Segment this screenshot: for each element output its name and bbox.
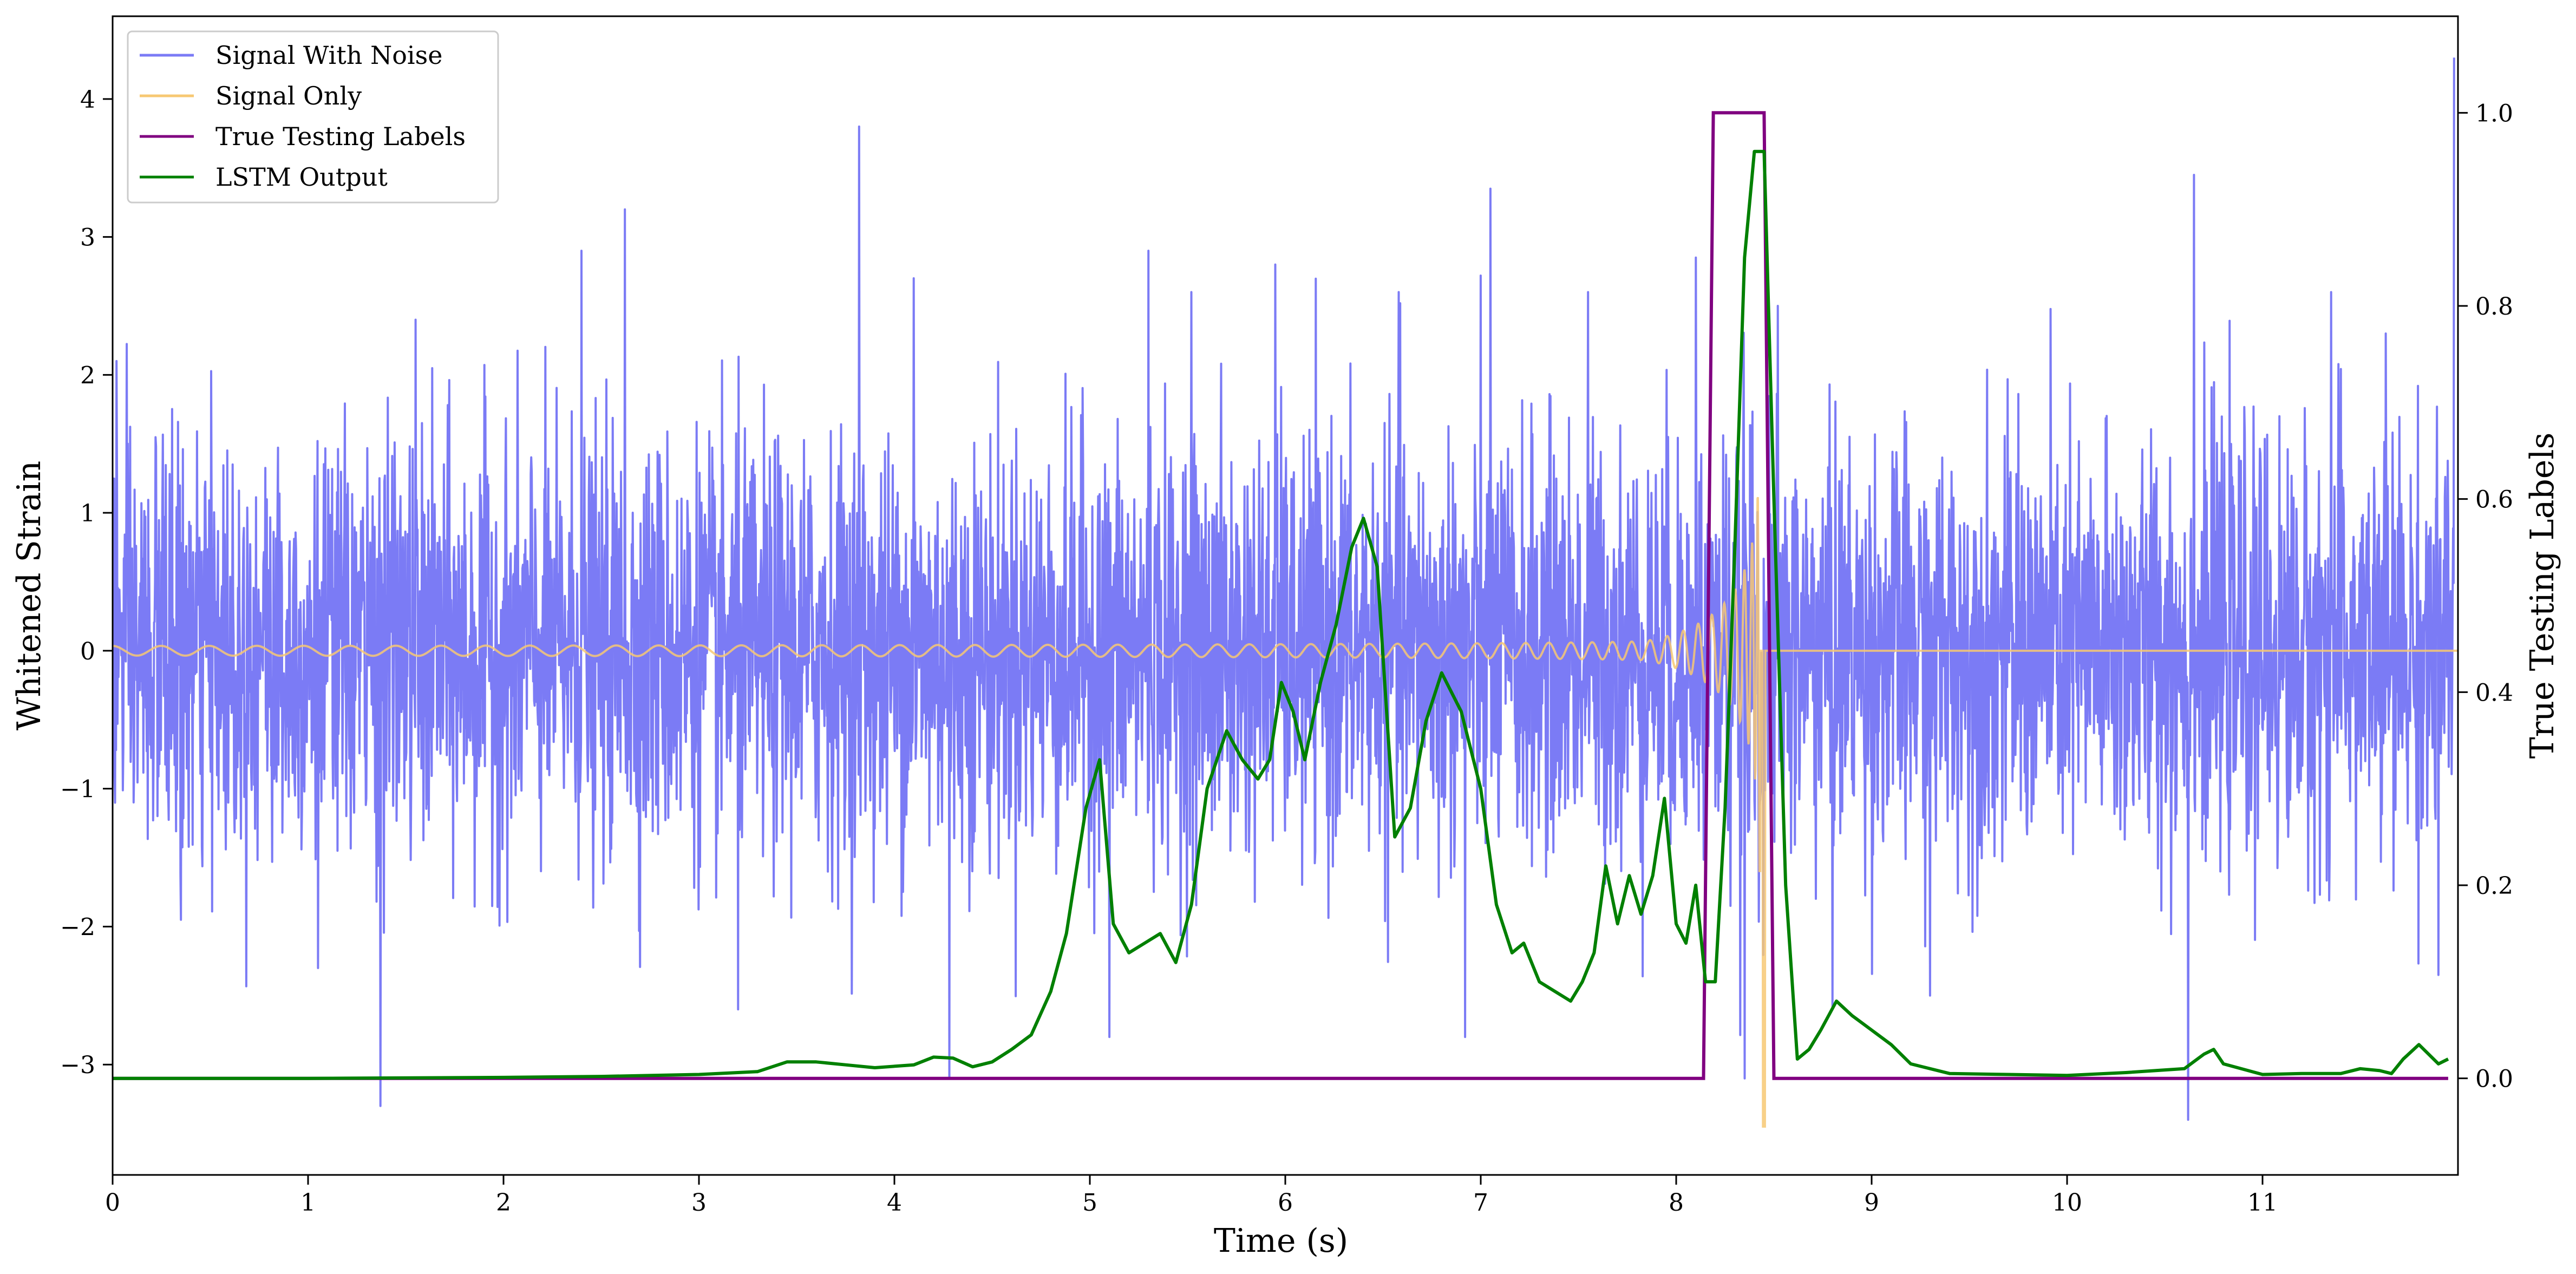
x-tick-label: 11 [2247, 1189, 2278, 1217]
legend-label-signal-only: Signal Only [215, 81, 362, 110]
y-left-tick-label: 3 [80, 224, 95, 252]
y-left-tick-label: −3 [60, 1051, 95, 1079]
series-signal-with-noise [113, 57, 2455, 1121]
y-axis-left-title: Whitened Strain [10, 461, 48, 730]
series-true-testing-labels [113, 111, 2448, 1080]
legend-label-lstm-output: LSTM Output [215, 162, 388, 192]
y-right-tick-label: 0.6 [2475, 486, 2513, 514]
y-left-tick-label: −2 [60, 913, 95, 941]
series-layer [113, 57, 2458, 1128]
y-right-tick-label: 0.2 [2475, 872, 2513, 900]
series-lstm-output [113, 149, 2449, 1080]
x-tick-label: 1 [300, 1189, 316, 1217]
legend: Signal With Noise Signal Only True Testi… [127, 30, 499, 204]
x-tick-label: 0 [105, 1189, 120, 1217]
y-left-tick-label: −1 [60, 776, 95, 803]
y-left-tick-label: 1 [80, 500, 95, 527]
x-tick-label: 9 [1864, 1189, 1879, 1217]
y-axis-right-title: True Testing Labels [2523, 433, 2561, 759]
x-axis-title: Time (s) [1214, 1222, 1348, 1260]
y-right-tick-label: 1.0 [2475, 100, 2513, 127]
x-tick-label: 5 [1082, 1189, 1097, 1217]
y-axis-right: 0.0 0.2 0.4 0.6 0.8 1.0 [2458, 100, 2513, 1093]
legend-label-signal-with-noise: Signal With Noise [215, 41, 442, 70]
plot-area [112, 15, 2459, 1176]
x-tick-label: 6 [1278, 1189, 1293, 1217]
x-tick-label: 4 [887, 1189, 902, 1217]
y-axis-left: −3 −2 −1 0 1 2 3 4 [60, 86, 113, 1079]
x-tick-label: 8 [1669, 1189, 1684, 1217]
series-signal-only [113, 496, 2458, 1128]
x-tick-label: 10 [2052, 1189, 2082, 1217]
y-left-tick-label: 2 [80, 362, 95, 389]
y-right-tick-label: 0.4 [2475, 679, 2513, 707]
x-tick-label: 7 [1473, 1189, 1488, 1217]
legend-frame [127, 30, 499, 204]
y-left-tick-label: 4 [80, 86, 95, 114]
y-right-tick-label: 0.0 [2475, 1066, 2513, 1093]
y-right-tick-label: 0.8 [2475, 293, 2513, 321]
x-axis: 0 1 2 3 4 5 6 7 8 9 10 11 [105, 1175, 2278, 1217]
x-tick-label: 3 [691, 1189, 707, 1217]
y-left-tick-label: 0 [80, 638, 95, 665]
x-tick-label: 2 [496, 1189, 511, 1217]
legend-label-true-testing-labels: True Testing Labels [215, 122, 466, 151]
